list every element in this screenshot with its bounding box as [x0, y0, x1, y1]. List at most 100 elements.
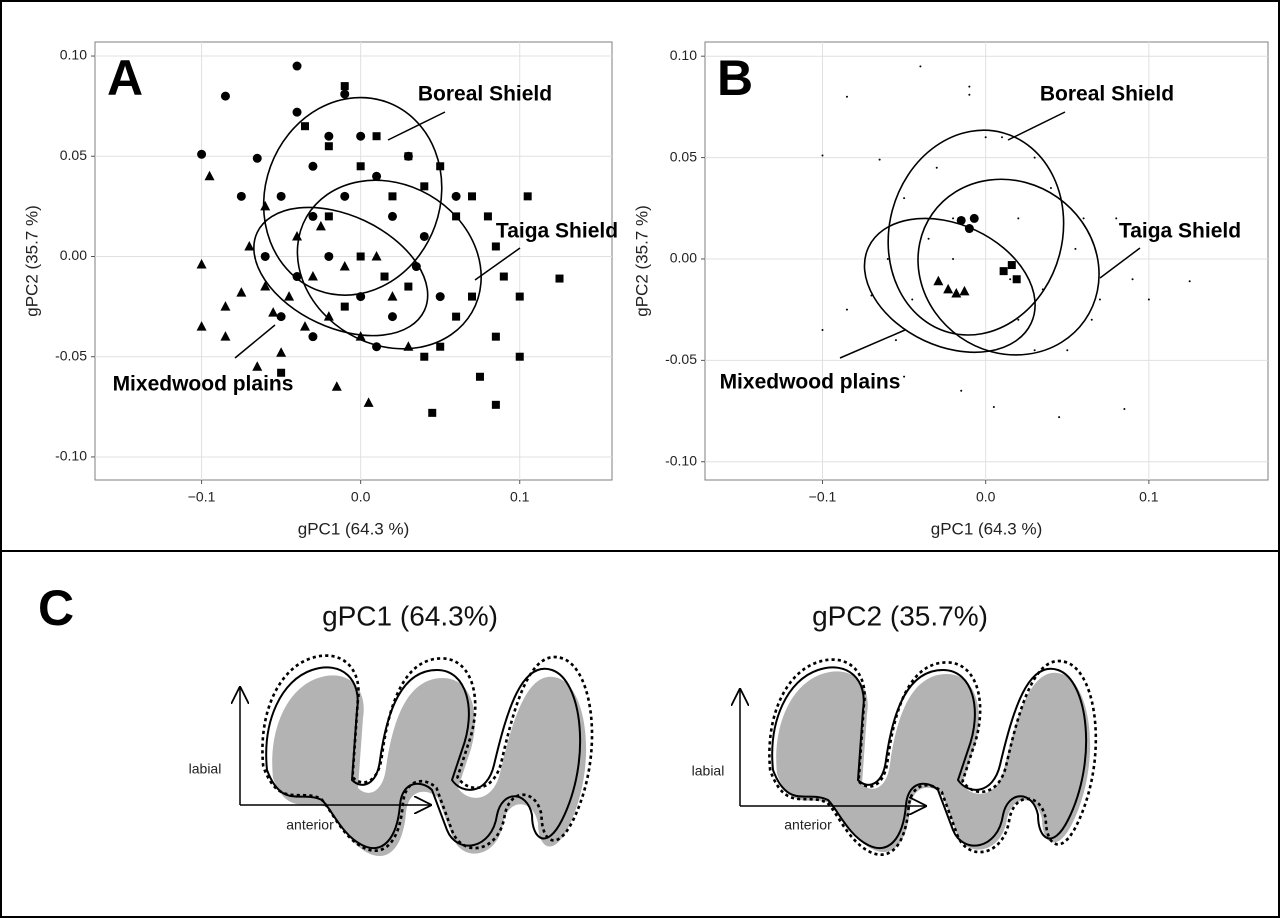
leader-line	[474, 247, 521, 281]
point	[340, 302, 349, 311]
point	[515, 352, 524, 361]
point	[927, 237, 930, 240]
point	[299, 321, 310, 331]
point	[315, 220, 326, 231]
point	[260, 200, 271, 211]
ellipse-label: Boreal Shield	[418, 83, 552, 106]
point	[356, 252, 365, 261]
point	[821, 328, 824, 331]
leader-line	[234, 324, 276, 359]
y-tick-label: 0.00	[670, 250, 697, 266]
point	[1188, 280, 1191, 283]
point	[292, 272, 302, 282]
y-tick-label: -0.10	[665, 452, 697, 468]
ellipse-label: Taiga Shield	[1119, 220, 1241, 243]
axis-label: labial	[692, 763, 725, 779]
point	[404, 282, 413, 291]
point	[956, 215, 966, 225]
y-tick-label: 0.05	[670, 148, 697, 164]
shape-title: gPC1 (64.3%)	[322, 600, 498, 631]
point	[435, 292, 445, 302]
point	[339, 261, 350, 271]
point	[292, 107, 302, 117]
point	[1017, 318, 1020, 321]
point	[252, 361, 263, 371]
point	[324, 212, 333, 221]
y-tick-label: -0.10	[55, 448, 87, 464]
y-tick-label: -0.05	[665, 351, 697, 367]
point	[1007, 261, 1016, 270]
point	[1131, 278, 1134, 281]
point	[845, 95, 848, 98]
point	[404, 152, 413, 161]
point	[331, 381, 342, 391]
y-tick-label: 0.10	[670, 47, 697, 63]
point	[523, 192, 532, 201]
point	[491, 332, 500, 341]
point	[468, 292, 477, 301]
x-tick-label: 0.1	[510, 489, 530, 505]
point	[268, 307, 279, 317]
point	[372, 171, 382, 181]
x-axis-label: gPC1 (64.3 %)	[931, 519, 1043, 538]
point	[324, 142, 333, 151]
point	[420, 182, 429, 191]
point	[1098, 298, 1101, 301]
point	[894, 339, 897, 342]
point	[308, 332, 318, 342]
leader-line	[387, 111, 446, 141]
point	[277, 368, 286, 377]
point	[371, 250, 382, 261]
point	[943, 283, 954, 294]
point	[886, 257, 889, 260]
point	[999, 267, 1008, 276]
point	[1147, 298, 1150, 301]
point	[363, 397, 374, 407]
point	[935, 166, 938, 169]
point	[300, 122, 309, 131]
point	[276, 347, 287, 357]
point	[252, 153, 262, 163]
point	[236, 287, 247, 297]
point	[204, 170, 215, 181]
point	[420, 352, 429, 361]
point	[821, 154, 824, 157]
x-tick-label: 0.1	[1139, 489, 1159, 505]
point	[387, 291, 398, 301]
point	[356, 131, 366, 141]
point	[411, 262, 421, 272]
point	[933, 275, 944, 286]
point	[323, 311, 334, 321]
point	[1074, 247, 1077, 250]
point	[340, 89, 350, 99]
point	[308, 161, 318, 171]
plot-area	[94, 41, 613, 481]
point	[1049, 187, 1052, 189]
leader-line	[839, 329, 906, 359]
point	[244, 240, 255, 251]
point	[372, 132, 381, 141]
x-tick-label: 0.0	[351, 489, 371, 505]
point	[197, 149, 207, 159]
y-tick-label: 0.00	[60, 247, 87, 263]
point	[475, 372, 484, 381]
point	[340, 82, 349, 91]
y-tick-label: 0.10	[60, 47, 87, 63]
point	[220, 91, 230, 101]
point	[196, 259, 207, 269]
point	[292, 61, 302, 71]
point	[428, 408, 437, 417]
axis-label: anterior	[286, 817, 334, 833]
point	[236, 191, 246, 201]
ellipse	[253, 206, 429, 337]
point	[324, 131, 334, 141]
x-axis-label: gPC1 (64.3 %)	[298, 519, 410, 538]
point	[903, 197, 906, 200]
point	[1066, 349, 1069, 352]
point	[555, 274, 564, 283]
plot-area	[704, 41, 1269, 481]
panel-label: B	[717, 50, 753, 106]
point	[276, 312, 286, 322]
ellipse	[887, 129, 1065, 336]
